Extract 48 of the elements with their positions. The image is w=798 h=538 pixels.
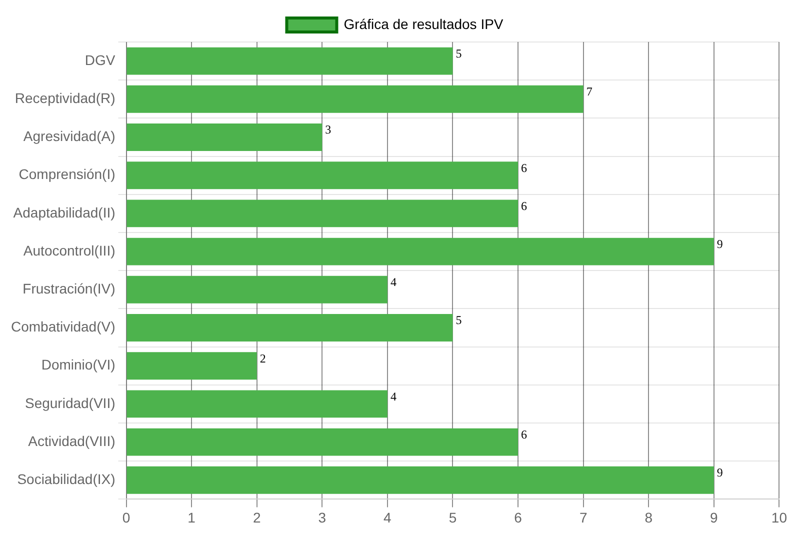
y-tick-label: Receptividad(R) <box>14 90 116 106</box>
bar <box>126 314 453 342</box>
data-label: 5 <box>456 46 462 60</box>
x-tick-label: 1 <box>188 509 196 526</box>
y-tick-label: Dominio(VI) <box>41 356 116 373</box>
bar <box>126 390 388 418</box>
y-tick-label: Actividad(VIII) <box>28 432 116 449</box>
data-label: 6 <box>521 427 528 442</box>
y-tick-label: Adaptabilidad(II) <box>13 204 116 220</box>
x-tick-label: 0 <box>122 509 130 526</box>
data-label: 6 <box>521 198 528 213</box>
data-label: 7 <box>586 84 592 99</box>
x-tick-label: 7 <box>579 509 588 526</box>
x-tick-label: 10 <box>771 509 788 526</box>
x-tick-label: 5 <box>448 509 457 526</box>
y-tick-label: Autocontrol(III) <box>23 242 116 258</box>
data-label: 3 <box>325 122 332 137</box>
bar <box>126 428 518 456</box>
data-label: 4 <box>390 389 396 404</box>
bar <box>126 124 322 151</box>
bar <box>126 352 257 380</box>
data-label: 4 <box>390 275 396 290</box>
x-tick-label: 6 <box>514 509 522 526</box>
y-tick-label: Seguridad(VII) <box>24 394 116 411</box>
x-tick-label: 3 <box>318 509 326 526</box>
bar <box>126 47 453 75</box>
y-tick-label: Frustración(IV) <box>22 280 116 297</box>
data-label: 5 <box>456 313 462 328</box>
bar <box>126 466 714 494</box>
y-tick-label: Comprensión(I) <box>18 166 116 182</box>
data-label: 9 <box>716 236 723 251</box>
data-label: 2 <box>260 351 266 366</box>
legend-label: Gráfica de resultados IPV <box>344 16 504 32</box>
bar <box>126 200 518 228</box>
y-tick-label: Agresividad(A) <box>23 128 116 144</box>
x-tick-label: 9 <box>710 509 718 526</box>
x-tick-label: 2 <box>252 509 261 526</box>
bar <box>126 162 518 190</box>
bar <box>126 85 584 113</box>
x-tick-label: 4 <box>384 509 392 526</box>
bar <box>126 276 388 304</box>
data-label: 9 <box>716 466 723 480</box>
bar <box>126 238 714 266</box>
y-tick-label: Sociabilidad(IX) <box>17 471 116 488</box>
y-tick-label: Combatividad(V) <box>10 318 116 335</box>
x-tick-label: 8 <box>644 509 653 526</box>
data-label: 6 <box>521 160 528 175</box>
y-tick-label: DGV <box>84 52 116 68</box>
